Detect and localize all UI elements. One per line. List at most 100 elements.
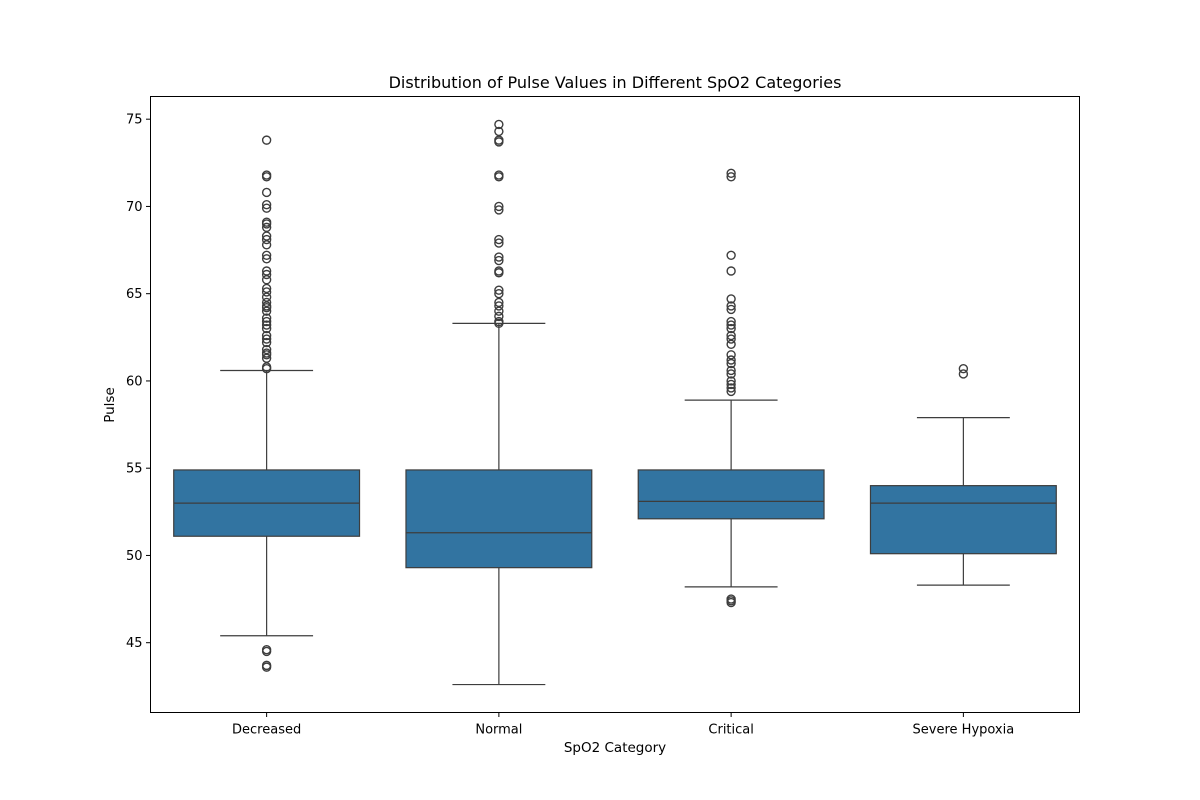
outlier-point [958, 369, 969, 379]
outlier-point [261, 135, 272, 145]
outlier-point [261, 344, 272, 355]
outlier-point [726, 594, 736, 604]
outlier-point [726, 266, 736, 276]
outlier-point [726, 250, 736, 260]
x-tick-label: Severe Hypoxia [913, 723, 1015, 738]
outlier-point [261, 275, 272, 285]
outlier-point [494, 135, 504, 145]
outlier-point [494, 119, 504, 130]
outlier-point [261, 217, 272, 227]
outlier-point [261, 250, 272, 260]
outlier-point [261, 362, 272, 372]
outlier-point [261, 266, 272, 276]
outlier-point [726, 355, 736, 365]
outlier-point [494, 201, 504, 212]
x-axis: Decreased Normal Critical Severe Hypoxia [232, 712, 1015, 738]
outlier-point [261, 254, 272, 264]
x-axis-label: SpO2 Category [564, 740, 666, 756]
outlier-point [726, 386, 736, 397]
y-tick-label: 55 [126, 462, 143, 477]
outlier-point [261, 348, 272, 358]
y-axis: 45 50 55 60 65 70 75 [126, 113, 151, 651]
outlier-point [494, 126, 504, 137]
outlier-point [261, 334, 272, 344]
outlier-point [726, 365, 736, 376]
x-tick-label: Normal [475, 723, 522, 738]
outlier-point [726, 168, 736, 178]
outlier-point [494, 316, 504, 327]
y-axis-label: Pulse [102, 387, 118, 423]
y-tick-label: 50 [126, 549, 143, 564]
outlier-point [494, 285, 504, 295]
outlier-point [726, 383, 736, 393]
outlier-point [261, 330, 272, 341]
outlier-point [726, 320, 736, 330]
outlier-point [494, 301, 504, 311]
outlier-point [261, 320, 272, 330]
outlier-point [261, 297, 272, 308]
outlier-point [261, 187, 272, 198]
outlier-point [261, 313, 272, 323]
plot-area [173, 119, 1057, 686]
outlier-point [494, 311, 504, 322]
outlier-point [726, 358, 736, 369]
outlier-point [261, 231, 272, 241]
outlier-point [494, 255, 504, 266]
outlier-point [726, 350, 736, 360]
outlier-point [494, 170, 504, 180]
chart-title: Distribution of Pulse Values in Differen… [389, 73, 842, 92]
outlier-point [261, 337, 272, 348]
x-tick-label: Critical [708, 723, 753, 738]
y-tick-label: 45 [126, 636, 143, 651]
outlier-point [726, 301, 736, 311]
outlier-point [726, 323, 736, 334]
outlier-point [958, 364, 969, 374]
outlier-point [494, 234, 504, 245]
box-group [173, 135, 361, 672]
outlier-point [726, 379, 736, 390]
outlier-point [726, 369, 736, 379]
iqr-box [637, 469, 825, 520]
outlier-point [261, 287, 272, 297]
outlier-point [261, 306, 272, 316]
outlier-point [261, 644, 272, 655]
outlier-point [494, 205, 504, 215]
outlier-point [726, 294, 736, 304]
iqr-box [405, 469, 593, 569]
outlier-point [261, 301, 272, 311]
outlier-point [494, 252, 504, 262]
y-tick-label: 75 [126, 113, 143, 128]
box-group [637, 168, 825, 608]
outlier-point [726, 316, 736, 327]
outlier-point [261, 222, 272, 233]
outlier-point [261, 660, 272, 671]
outlier-point [261, 203, 272, 213]
box-group [869, 364, 1057, 586]
outlier-point [494, 297, 504, 308]
outlier-point [261, 269, 272, 280]
outlier-point [261, 234, 272, 245]
outlier-point [261, 316, 272, 327]
outlier-point [494, 288, 504, 299]
outlier-point [494, 266, 504, 276]
outlier-point [726, 376, 736, 386]
outlier-point [261, 323, 272, 334]
outlier-point [726, 304, 736, 315]
plot-frame [150, 96, 1080, 713]
outlier-point [261, 292, 272, 302]
y-tick-label: 65 [126, 287, 143, 302]
outlier-point [261, 353, 272, 363]
outlier-point [726, 334, 736, 344]
outlier-point [261, 199, 272, 210]
x-tick-label: Decreased [232, 723, 301, 738]
outlier-point [494, 238, 504, 248]
outlier-point [261, 283, 272, 294]
y-tick-label: 70 [126, 200, 143, 215]
outlier-point [494, 306, 504, 316]
outlier-point [726, 330, 736, 341]
outlier-point [726, 172, 736, 182]
box-group [405, 119, 593, 686]
outlier-point [261, 240, 272, 250]
outlier-point [261, 170, 272, 180]
